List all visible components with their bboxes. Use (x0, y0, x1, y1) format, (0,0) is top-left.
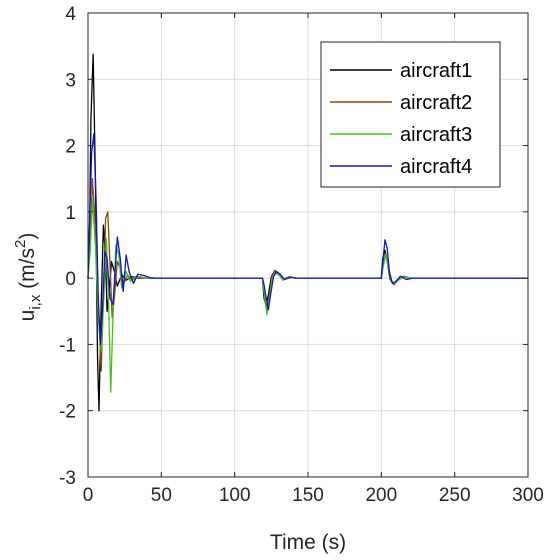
y-axis-label-base: u (16, 310, 39, 322)
series-line-aircraft4 (87, 132, 528, 346)
y-tick-label: -1 (59, 335, 76, 356)
y-axis-label-subscript: i,x (27, 294, 44, 310)
legend-box (320, 41, 501, 188)
x-tick-label: 50 (151, 485, 172, 506)
tick-labels: 0 50 100 150 200 250 300 -3 -2 -1 0 1 2 3 4 (59, 4, 544, 506)
y-tick-label: 2 (65, 137, 76, 158)
y-axis-label: ui,x (m/s2) (12, 233, 44, 322)
x-axis-label: Time (s) (270, 531, 346, 554)
x-tick-label: 250 (439, 485, 471, 506)
series-lines (87, 53, 528, 412)
y-tick-label: -2 (59, 402, 76, 423)
x-tick-label: 0 (83, 485, 94, 506)
y-axis-label-units-close: ) (16, 233, 39, 240)
series-line-aircraft3 (87, 197, 528, 393)
y-tick-label: 1 (65, 203, 76, 224)
y-tick-label: 3 (65, 70, 76, 91)
legend-label-aircraft2: aircraft2 (400, 92, 472, 114)
y-axis-label-units-open: (m/s (16, 248, 39, 295)
y-tick-label: 4 (65, 4, 76, 25)
y-axis-label-superscript: 2 (12, 240, 29, 248)
legend-label-aircraft1: aircraft1 (400, 60, 472, 82)
y-tick-label: 0 (65, 269, 76, 290)
x-tick-label: 150 (292, 485, 324, 506)
y-tick-label: -3 (59, 468, 76, 489)
legend: aircraft1 aircraft2 aircraft3 aircraft4 (320, 41, 501, 188)
legend-label-aircraft3: aircraft3 (400, 124, 472, 146)
x-tick-label: 300 (512, 485, 544, 506)
legend-label-aircraft4: aircraft4 (400, 156, 472, 178)
x-tick-label: 100 (219, 485, 251, 506)
x-tick-label: 200 (365, 485, 397, 506)
